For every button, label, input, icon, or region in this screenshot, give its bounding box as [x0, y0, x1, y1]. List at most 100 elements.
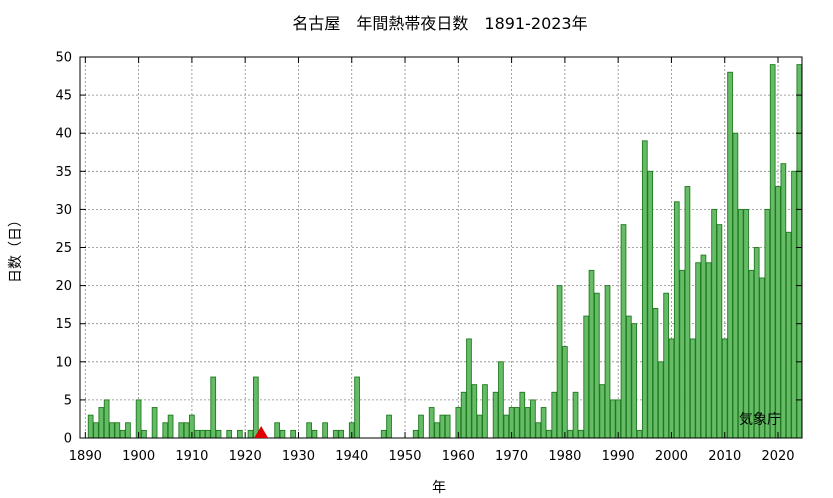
bar	[151, 407, 158, 439]
bar	[514, 407, 520, 439]
bar	[791, 170, 797, 439]
x-tick-label: 1940	[335, 449, 368, 464]
bars	[87, 64, 803, 439]
bar	[279, 429, 286, 439]
bar	[237, 429, 243, 439]
bar	[167, 414, 174, 439]
y-tick-label: 5	[64, 393, 72, 408]
bar	[764, 208, 771, 439]
bar	[162, 422, 169, 439]
bar	[114, 422, 121, 439]
bar	[540, 407, 547, 439]
bar	[636, 429, 643, 439]
x-tick-label: 1970	[495, 449, 528, 464]
bar	[247, 429, 254, 439]
bar	[311, 429, 318, 439]
bar	[503, 414, 510, 439]
bar	[252, 376, 259, 439]
bar	[386, 414, 392, 439]
bar	[556, 285, 563, 439]
y-axis-label: 日数（日）	[8, 213, 24, 283]
bar	[620, 224, 627, 439]
bar	[482, 384, 488, 439]
x-tick-label: 2010	[708, 449, 741, 464]
y-tick-label: 45	[55, 89, 72, 104]
bar	[567, 429, 574, 439]
bar	[631, 323, 638, 439]
x-tick-label: 2000	[655, 449, 688, 464]
bar	[711, 208, 717, 439]
bar	[205, 429, 211, 439]
bar	[210, 376, 217, 439]
bar	[322, 422, 328, 439]
bar	[721, 338, 728, 439]
bar	[737, 208, 744, 439]
y-tick-label: 0	[64, 432, 72, 447]
bar	[604, 285, 611, 439]
bar	[689, 338, 696, 439]
bar	[460, 391, 467, 439]
x-tick-label: 1980	[548, 449, 581, 464]
x-tick-label: 1910	[175, 449, 208, 464]
bar	[498, 361, 504, 439]
bar	[652, 308, 659, 439]
bar	[226, 429, 233, 439]
bar	[194, 429, 201, 439]
y-tick-label: 25	[55, 241, 72, 256]
bar	[663, 292, 669, 439]
triangle-marker	[254, 426, 269, 438]
y-ticks: 0 5 10 15 20 25 30 35 40 45 50	[55, 51, 802, 447]
bar	[753, 247, 760, 439]
bar	[705, 262, 712, 439]
bar	[119, 429, 126, 439]
bar	[428, 407, 435, 439]
bar	[743, 208, 749, 439]
bar	[332, 429, 339, 439]
bar	[769, 64, 776, 439]
bar	[125, 422, 131, 439]
bar	[183, 422, 190, 439]
bar	[338, 429, 344, 439]
bar	[716, 224, 723, 439]
bar	[412, 429, 419, 439]
bar	[775, 186, 781, 439]
x-tick-label: 1890	[69, 449, 102, 464]
bar	[492, 391, 499, 439]
bar	[727, 71, 733, 439]
x-tick-label: 1990	[602, 449, 635, 464]
x-tick-label: 1960	[442, 449, 475, 464]
x-tick-label: 1930	[282, 449, 315, 464]
chart-title: 名古屋 年間熱帯夜日数 1891-2023年	[292, 14, 587, 33]
bar	[695, 262, 701, 439]
x-ticks: 1890 1900 1910 1920 1930 1940 1950 1960 1970 1980…	[69, 57, 795, 464]
bar	[98, 407, 105, 439]
x-tick-label: 2020	[761, 449, 794, 464]
bar	[103, 399, 110, 439]
bar	[572, 391, 579, 439]
bar	[657, 361, 664, 439]
bar	[290, 429, 296, 439]
y-tick-label: 40	[55, 127, 72, 142]
bar	[647, 170, 653, 439]
bar	[673, 201, 680, 439]
bar	[780, 163, 787, 439]
y-tick-label: 10	[55, 355, 72, 370]
bar	[524, 407, 531, 439]
bar	[306, 422, 312, 439]
bar	[178, 422, 185, 439]
bar	[215, 429, 222, 439]
bar	[87, 414, 94, 439]
y-tick-label: 30	[55, 203, 72, 218]
bar	[434, 422, 440, 439]
y-tick-label: 35	[55, 165, 72, 180]
y-tick-label: 50	[55, 51, 72, 66]
x-tick-label: 1900	[122, 449, 155, 464]
bar	[471, 384, 478, 439]
bar	[418, 414, 424, 439]
bar	[732, 132, 739, 439]
bar	[535, 422, 542, 439]
bar	[668, 338, 675, 439]
bar	[274, 422, 280, 439]
x-axis-label: 年	[432, 480, 446, 496]
